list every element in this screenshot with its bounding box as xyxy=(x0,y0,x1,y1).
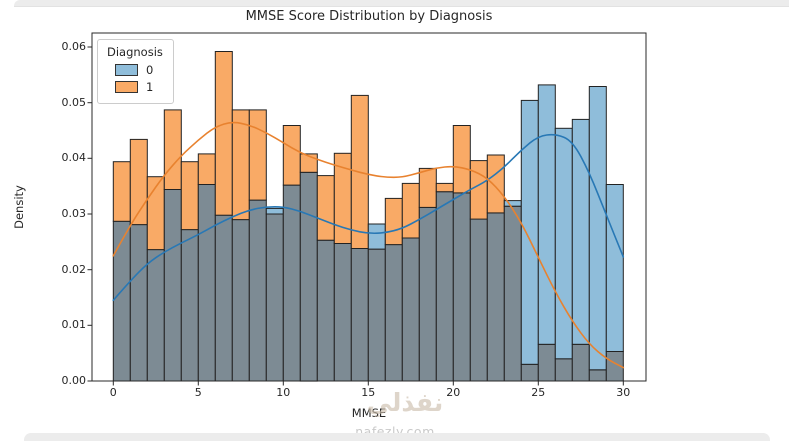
x-tick-label: 25 xyxy=(531,386,546,399)
x-axis-label: MMSE xyxy=(351,406,387,420)
legend-label-1: 1 xyxy=(146,80,154,94)
legend-row-diagnosis-0: 0 xyxy=(115,63,163,77)
y-tick-label: 0.04 xyxy=(61,151,87,165)
legend-row-diagnosis-1: 1 xyxy=(115,80,163,94)
x-tick-label: 10 xyxy=(276,386,291,399)
chart-title: MMSE Score Distribution by Diagnosis xyxy=(245,9,493,24)
x-tick-label: 5 xyxy=(194,386,202,399)
x-tick-label: 30 xyxy=(616,386,631,399)
watermark-arabic: نفذلي xyxy=(366,388,444,417)
y-axis-label: Density xyxy=(12,185,26,229)
legend-swatch-orange xyxy=(115,81,138,93)
y-tick-label: 0.00 xyxy=(61,374,87,387)
legend-label-0: 0 xyxy=(146,63,154,77)
y-tick-label: 0.06 xyxy=(61,40,87,53)
top-chrome-strip xyxy=(14,0,789,7)
legend: Diagnosis 0 1 xyxy=(97,39,174,104)
legend-swatch-blue xyxy=(115,64,138,76)
bottom-chrome-strip xyxy=(24,433,770,441)
x-tick-label: 20 xyxy=(446,386,461,399)
y-tick-label: 0.03 xyxy=(61,207,87,220)
y-tick-label: 0.05 xyxy=(61,95,87,109)
legend-title: Diagnosis xyxy=(107,45,163,59)
x-tick-label: 0 xyxy=(109,386,117,399)
y-tick-label: 0.01 xyxy=(61,318,87,332)
x-tick-label: 15 xyxy=(361,386,376,399)
y-tick-label: 0.02 xyxy=(61,262,87,276)
